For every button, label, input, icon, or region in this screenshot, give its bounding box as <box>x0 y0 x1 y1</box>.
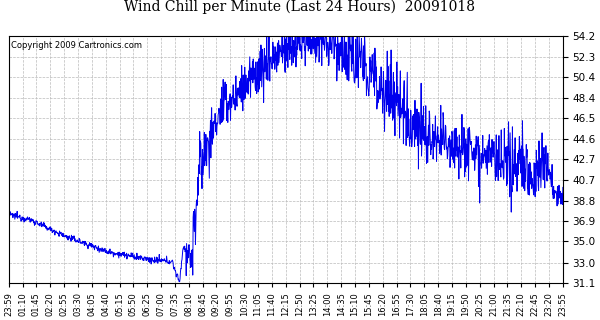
Text: Copyright 2009 Cartronics.com: Copyright 2009 Cartronics.com <box>11 41 142 50</box>
Text: Wind Chill per Minute (Last 24 Hours)  20091018: Wind Chill per Minute (Last 24 Hours) 20… <box>125 0 476 14</box>
